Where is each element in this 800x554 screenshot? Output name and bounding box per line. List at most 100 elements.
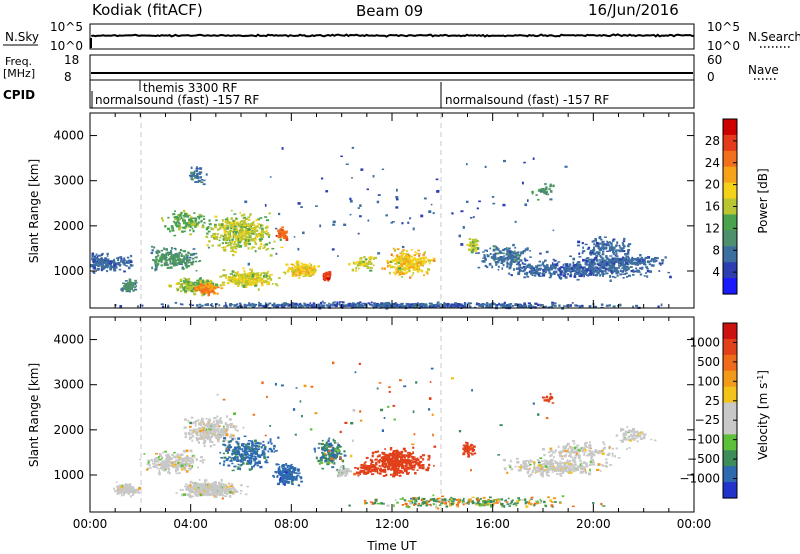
data-cell bbox=[194, 284, 198, 286]
data-cell bbox=[622, 265, 625, 268]
data-cell bbox=[413, 268, 416, 271]
data-cell bbox=[103, 265, 105, 269]
data-cell bbox=[236, 222, 240, 225]
data-cell bbox=[606, 256, 609, 260]
y-tick-label: 2000 bbox=[53, 219, 84, 233]
data-cell bbox=[398, 274, 401, 276]
data-cell bbox=[630, 258, 634, 261]
data-cell bbox=[265, 272, 269, 275]
data-cell bbox=[180, 211, 183, 215]
data-cell bbox=[664, 256, 667, 259]
data-cell bbox=[268, 277, 271, 280]
data-cell bbox=[194, 428, 197, 431]
data-cell bbox=[585, 270, 589, 273]
data-cell bbox=[472, 243, 475, 246]
data-cell bbox=[394, 263, 398, 265]
data-cell bbox=[581, 273, 584, 276]
data-cell bbox=[183, 255, 186, 257]
data-cell bbox=[102, 260, 105, 262]
data-cell bbox=[604, 267, 607, 270]
data-cell bbox=[175, 472, 178, 475]
data-cell bbox=[548, 269, 551, 272]
data-cell bbox=[236, 221, 239, 224]
data-cell bbox=[232, 231, 236, 234]
data-cell bbox=[261, 304, 264, 308]
data-cell bbox=[313, 304, 315, 306]
data-cell bbox=[176, 215, 178, 218]
data-cell bbox=[253, 278, 256, 280]
data-cell bbox=[174, 216, 178, 219]
data-cell bbox=[253, 283, 257, 286]
data-cell bbox=[599, 260, 602, 264]
data-cell bbox=[197, 221, 200, 224]
data-cell bbox=[203, 291, 207, 294]
data-cell bbox=[253, 226, 257, 229]
data-cell bbox=[304, 263, 308, 267]
data-cell bbox=[506, 263, 509, 266]
data-cell bbox=[93, 272, 95, 274]
data-cell bbox=[252, 220, 255, 223]
data-cell bbox=[211, 305, 214, 308]
data-cell bbox=[598, 236, 602, 240]
data-cell bbox=[406, 267, 408, 270]
data-cell bbox=[190, 218, 193, 221]
data-cell bbox=[196, 173, 199, 176]
data-cell bbox=[435, 304, 438, 307]
data-cell bbox=[169, 266, 173, 269]
data-cell bbox=[516, 251, 520, 254]
data-cell bbox=[251, 228, 254, 231]
data-cell bbox=[449, 304, 453, 307]
data-cell bbox=[175, 261, 177, 264]
data-cell bbox=[127, 266, 131, 270]
data-cell bbox=[184, 290, 188, 293]
data-cell bbox=[291, 305, 294, 308]
data-cell bbox=[215, 219, 218, 222]
data-cell bbox=[248, 302, 251, 305]
data-cell bbox=[392, 305, 396, 308]
data-cell bbox=[201, 293, 204, 297]
data-cell bbox=[248, 242, 251, 246]
data-cell bbox=[386, 261, 390, 264]
data-cell bbox=[163, 247, 166, 251]
data-cell bbox=[610, 246, 613, 249]
colorbar-segment bbox=[723, 182, 737, 200]
data-cell bbox=[336, 303, 339, 305]
data-cell bbox=[219, 226, 222, 230]
data-cell bbox=[239, 227, 242, 230]
data-cell bbox=[358, 305, 362, 308]
data-cell bbox=[197, 487, 200, 489]
data-cell bbox=[599, 263, 603, 265]
data-cell bbox=[249, 213, 252, 216]
data-cell bbox=[134, 282, 137, 285]
data-cell bbox=[615, 261, 618, 263]
data-cell bbox=[510, 259, 514, 262]
data-cell bbox=[216, 238, 219, 240]
data-cell bbox=[195, 482, 199, 486]
data-cell bbox=[471, 238, 475, 242]
data-cell bbox=[204, 428, 206, 431]
data-cell bbox=[611, 257, 614, 260]
data-cell bbox=[349, 305, 352, 307]
data-cell bbox=[232, 219, 236, 222]
data-cell bbox=[538, 268, 541, 271]
data-cell bbox=[173, 247, 177, 250]
data-cell bbox=[199, 432, 202, 435]
data-cell bbox=[259, 304, 263, 307]
data-cell bbox=[485, 305, 489, 309]
data-cell bbox=[192, 252, 195, 256]
data-cell bbox=[239, 492, 242, 495]
data-cell bbox=[112, 260, 116, 263]
data-cell bbox=[194, 260, 198, 263]
data-cell bbox=[310, 264, 313, 267]
data-cell bbox=[607, 264, 609, 267]
data-cell bbox=[202, 482, 205, 485]
data-cell bbox=[234, 241, 236, 244]
data-cell bbox=[128, 284, 131, 288]
data-cell bbox=[392, 247, 395, 250]
data-cell bbox=[357, 302, 360, 305]
data-cell bbox=[506, 250, 510, 254]
data-cell bbox=[189, 482, 192, 484]
data-cell bbox=[540, 188, 543, 191]
data-cell bbox=[194, 252, 198, 255]
data-cell bbox=[312, 273, 315, 276]
